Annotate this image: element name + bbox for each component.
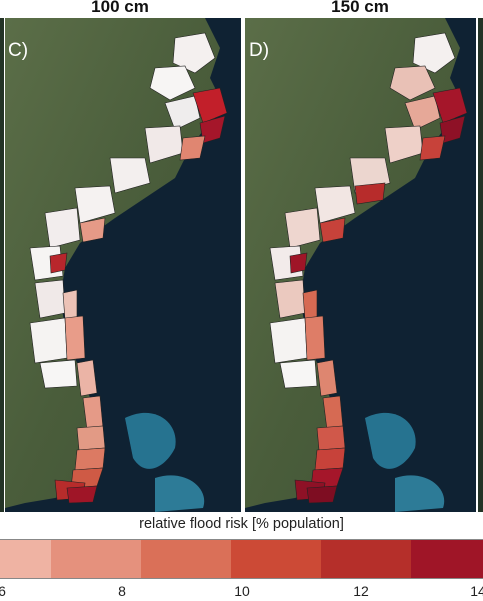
- map-svg-d: [245, 18, 476, 512]
- panel-letter-c: C): [8, 40, 29, 61]
- adjacent-panel-right-edge: [478, 18, 483, 512]
- colorbar-tick-label: 10: [234, 583, 250, 599]
- colorbar-segment: [231, 540, 321, 578]
- county-regions: [29, 32, 228, 504]
- reef-shallows-south: [155, 475, 205, 512]
- colorbar-segment: [141, 540, 231, 578]
- panel-letter-d: D): [249, 40, 270, 61]
- reef-shallows: [365, 412, 416, 469]
- legend-title: relative flood risk [% population]: [139, 516, 344, 532]
- colorbar: [0, 539, 483, 579]
- county-regions: [269, 32, 468, 504]
- colorbar-segment: [51, 540, 141, 578]
- reef-shallows: [125, 412, 176, 469]
- colorbar-segment: [411, 540, 483, 578]
- colorbar-tick-label: 12: [353, 583, 369, 599]
- adjacent-panel-left-edge: [0, 18, 4, 512]
- map-panel-d: [245, 18, 476, 512]
- reef-shallows-south: [395, 475, 445, 512]
- colorbar-tick-label: 8: [118, 583, 126, 599]
- colorbar-segment: [321, 540, 411, 578]
- map-panel-c: [5, 18, 241, 512]
- colorbar-tick-label: 14: [470, 583, 483, 599]
- panel-title-c: 100 cm: [91, 0, 149, 16]
- panel-title-d: 150 cm: [331, 0, 389, 16]
- colorbar-segment: [0, 540, 51, 578]
- map-svg-c: [5, 18, 241, 512]
- colorbar-tick-label: 6: [0, 583, 6, 599]
